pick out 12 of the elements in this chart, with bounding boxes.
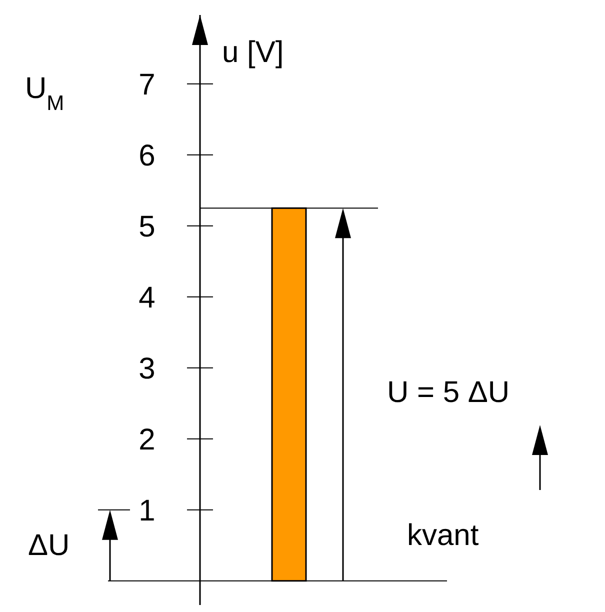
y-tick-label: 1: [138, 494, 156, 528]
y-tick-label: 6: [138, 139, 156, 172]
y-axis-title: u [V]: [222, 36, 284, 69]
y-tick-label: 7: [138, 68, 156, 102]
legend-label: ΔU: [28, 528, 70, 562]
y-tick-label: 2: [138, 423, 156, 456]
y-tick-label: 5: [138, 210, 156, 244]
text: U$_{M}$: [25, 72, 64, 114]
text: kvant: [407, 519, 480, 552]
y-tick-label: 4: [138, 281, 156, 314]
y-tick-label: 3: [138, 352, 156, 386]
text: U = 5 ΔU: [387, 376, 510, 409]
